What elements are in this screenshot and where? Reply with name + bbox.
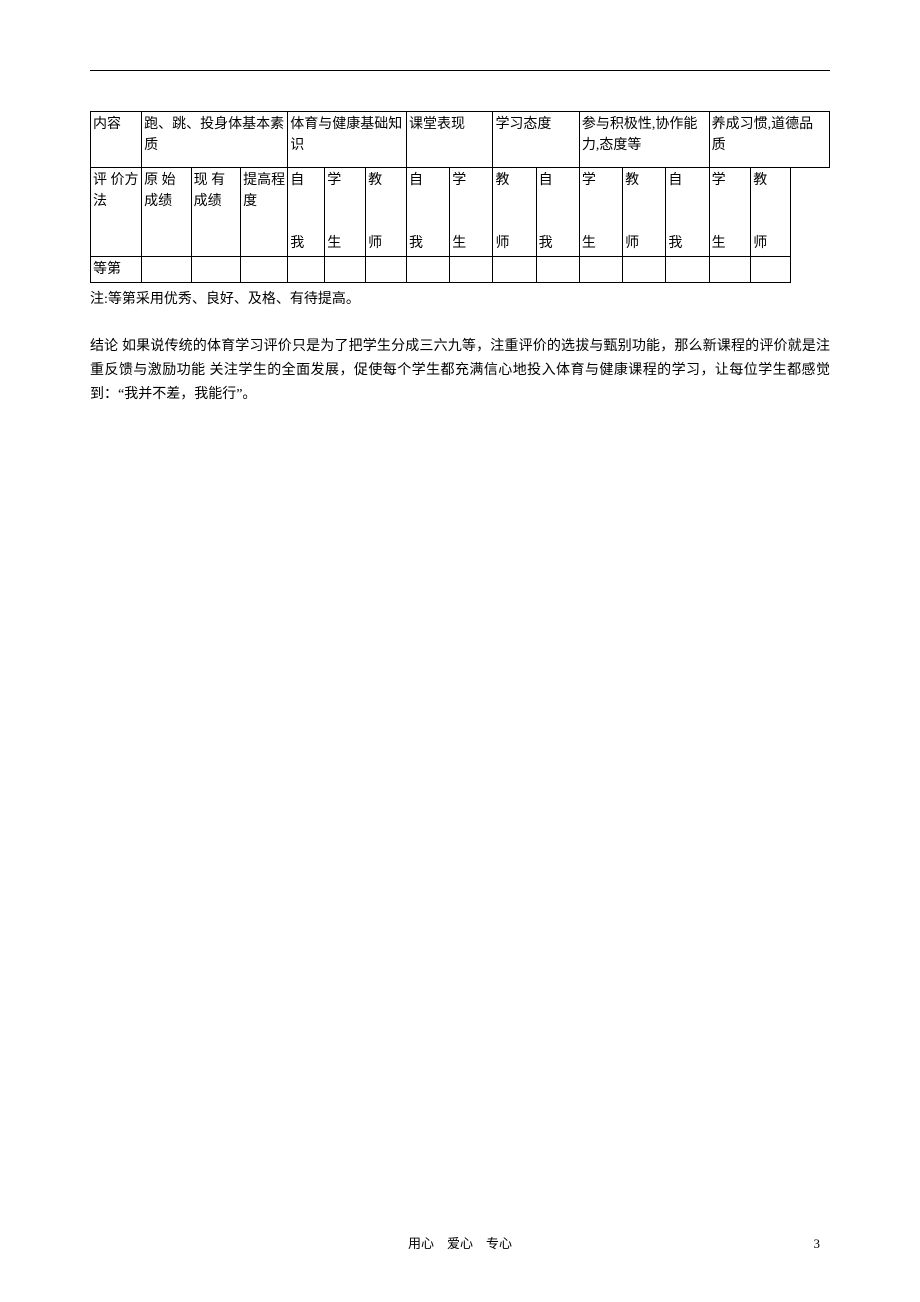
eval-self-3: 自我 bbox=[536, 168, 579, 257]
grade-cell bbox=[666, 257, 709, 283]
grade-cell bbox=[241, 257, 288, 283]
grade-cell bbox=[406, 257, 449, 283]
header-content: 内容 bbox=[91, 112, 142, 168]
eval-self-2: 自我 bbox=[406, 168, 449, 257]
page-number: 3 bbox=[814, 1236, 821, 1252]
eval-student-2: 学生 bbox=[450, 168, 493, 257]
grade-cell bbox=[450, 257, 493, 283]
eval-student-4: 学生 bbox=[709, 168, 751, 257]
eval-teacher-4: 教师 bbox=[751, 168, 790, 257]
header-habits: 养成习惯,道德品质 bbox=[709, 112, 829, 168]
header-participation: 参与积极性,协作能力,态度等 bbox=[579, 112, 709, 168]
grade-cell bbox=[366, 257, 407, 283]
grade-cell bbox=[191, 257, 241, 283]
grade-cell bbox=[325, 257, 366, 283]
top-divider bbox=[90, 70, 830, 71]
eval-student-3: 学生 bbox=[579, 168, 622, 257]
grade-cell bbox=[579, 257, 622, 283]
header-attitude: 学习态度 bbox=[493, 112, 579, 168]
header-classroom: 课堂表现 bbox=[406, 112, 492, 168]
method-improvement: 提高程度 bbox=[241, 168, 288, 257]
grade-cell bbox=[493, 257, 536, 283]
grade-cell bbox=[536, 257, 579, 283]
page-footer: 用心 爱心 专心 3 bbox=[0, 1233, 920, 1252]
eval-teacher-3: 教师 bbox=[623, 168, 666, 257]
method-original-score: 原 始成绩 bbox=[142, 168, 192, 257]
eval-student-1: 学生 bbox=[325, 168, 366, 257]
eval-self-1: 自我 bbox=[288, 168, 325, 257]
conclusion-text: 结论 如果说传统的体育学习评价只是为了把学生分成三六九等，注重评价的选拔与甄别功… bbox=[90, 335, 830, 406]
grade-cell bbox=[709, 257, 751, 283]
table-header-row: 内容 跑、跳、投身体基本素质 体育与健康基础知识 课堂表现 学习态度 参与积极性… bbox=[91, 112, 830, 168]
grade-cell bbox=[142, 257, 192, 283]
method-current-score: 现 有成绩 bbox=[191, 168, 241, 257]
footer-motto: 用心 爱心 专心 bbox=[408, 1233, 512, 1252]
evaluation-table: 内容 跑、跳、投身体基本素质 体育与健康基础知识 课堂表现 学习态度 参与积极性… bbox=[90, 111, 830, 283]
grade-cell bbox=[288, 257, 325, 283]
grade-cell bbox=[623, 257, 666, 283]
table-method-row: 评 价方法 原 始成绩 现 有成绩 提高程度 自我 学生 教师 自我 学生 教师… bbox=[91, 168, 830, 257]
table-grade-row: 等第 bbox=[91, 257, 830, 283]
grade-label: 等第 bbox=[91, 257, 142, 283]
header-physical: 跑、跳、投身体基本素质 bbox=[142, 112, 288, 168]
note-text: 注:等第采用优秀、良好、及格、有待提高。 bbox=[90, 289, 830, 311]
eval-self-4: 自我 bbox=[666, 168, 709, 257]
page-content: 内容 跑、跳、投身体基本素质 体育与健康基础知识 课堂表现 学习态度 参与积极性… bbox=[0, 0, 920, 407]
method-label: 评 价方法 bbox=[91, 168, 142, 257]
header-knowledge: 体育与健康基础知识 bbox=[288, 112, 407, 168]
eval-teacher-2: 教师 bbox=[493, 168, 536, 257]
eval-teacher-1: 教师 bbox=[366, 168, 407, 257]
grade-cell bbox=[751, 257, 790, 283]
